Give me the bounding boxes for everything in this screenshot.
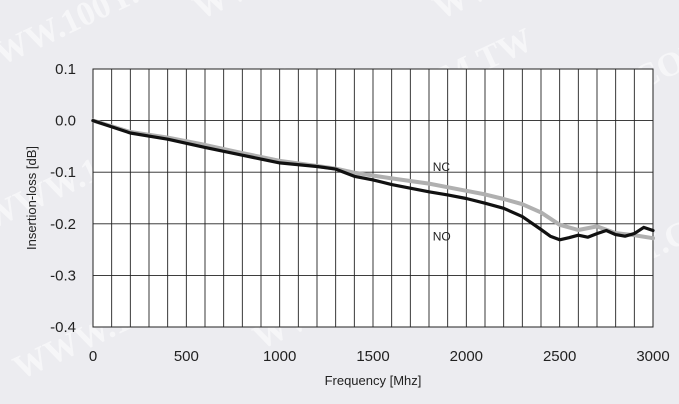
grid-layer [92, 68, 654, 328]
tick-layer: 0 500 1000 1500 2000 2500 3000 0.1 0.0 -0.1 -0.2 -0… [50, 61, 670, 365]
y-tick-label: 0.1 [55, 61, 76, 78]
x-tick-label: 3000 [636, 348, 669, 365]
series-annotation-no: NO [433, 230, 451, 244]
x-tick-label: 500 [174, 348, 199, 365]
y-tick-label: -0.2 [50, 216, 76, 233]
x-axis-title: Frequency [Mhz] [325, 373, 422, 388]
y-tick-label: -0.3 [50, 267, 76, 284]
y-tick-label: -0.4 [50, 319, 76, 336]
plot-border [92, 68, 654, 328]
x-tick-label: 2000 [450, 348, 483, 365]
series-line-no [91, 119, 655, 242]
y-axis-title: Insertion-loss [dB] [24, 146, 39, 250]
x-tick-label: 0 [89, 348, 97, 365]
series-layer [91, 118, 655, 242]
x-tick-label: 1000 [263, 348, 296, 365]
x-tick-label: 1500 [356, 348, 389, 365]
x-tick-label: 2500 [543, 348, 576, 365]
series-annotation-nc: NC [433, 160, 451, 174]
y-tick-label: -0.1 [50, 164, 76, 181]
y-tick-label: 0.0 [55, 113, 76, 130]
series-line-nc [91, 118, 655, 241]
annotation-layer: NC NO [433, 160, 451, 244]
